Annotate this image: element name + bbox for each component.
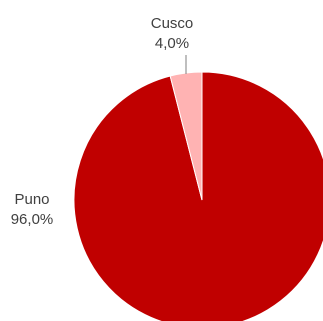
pie-slice-puno bbox=[73, 71, 323, 321]
data-label-puno-name: Puno bbox=[14, 191, 50, 208]
data-label-puno-value: 96,0% bbox=[10, 211, 54, 228]
data-label-puno: Puno 96,0% bbox=[0, 190, 64, 230]
data-label-cusco-value: 4,0% bbox=[154, 35, 190, 52]
data-label-cusco: Cusco 4,0% bbox=[140, 14, 204, 54]
data-label-cusco-name: Cusco bbox=[150, 15, 194, 32]
